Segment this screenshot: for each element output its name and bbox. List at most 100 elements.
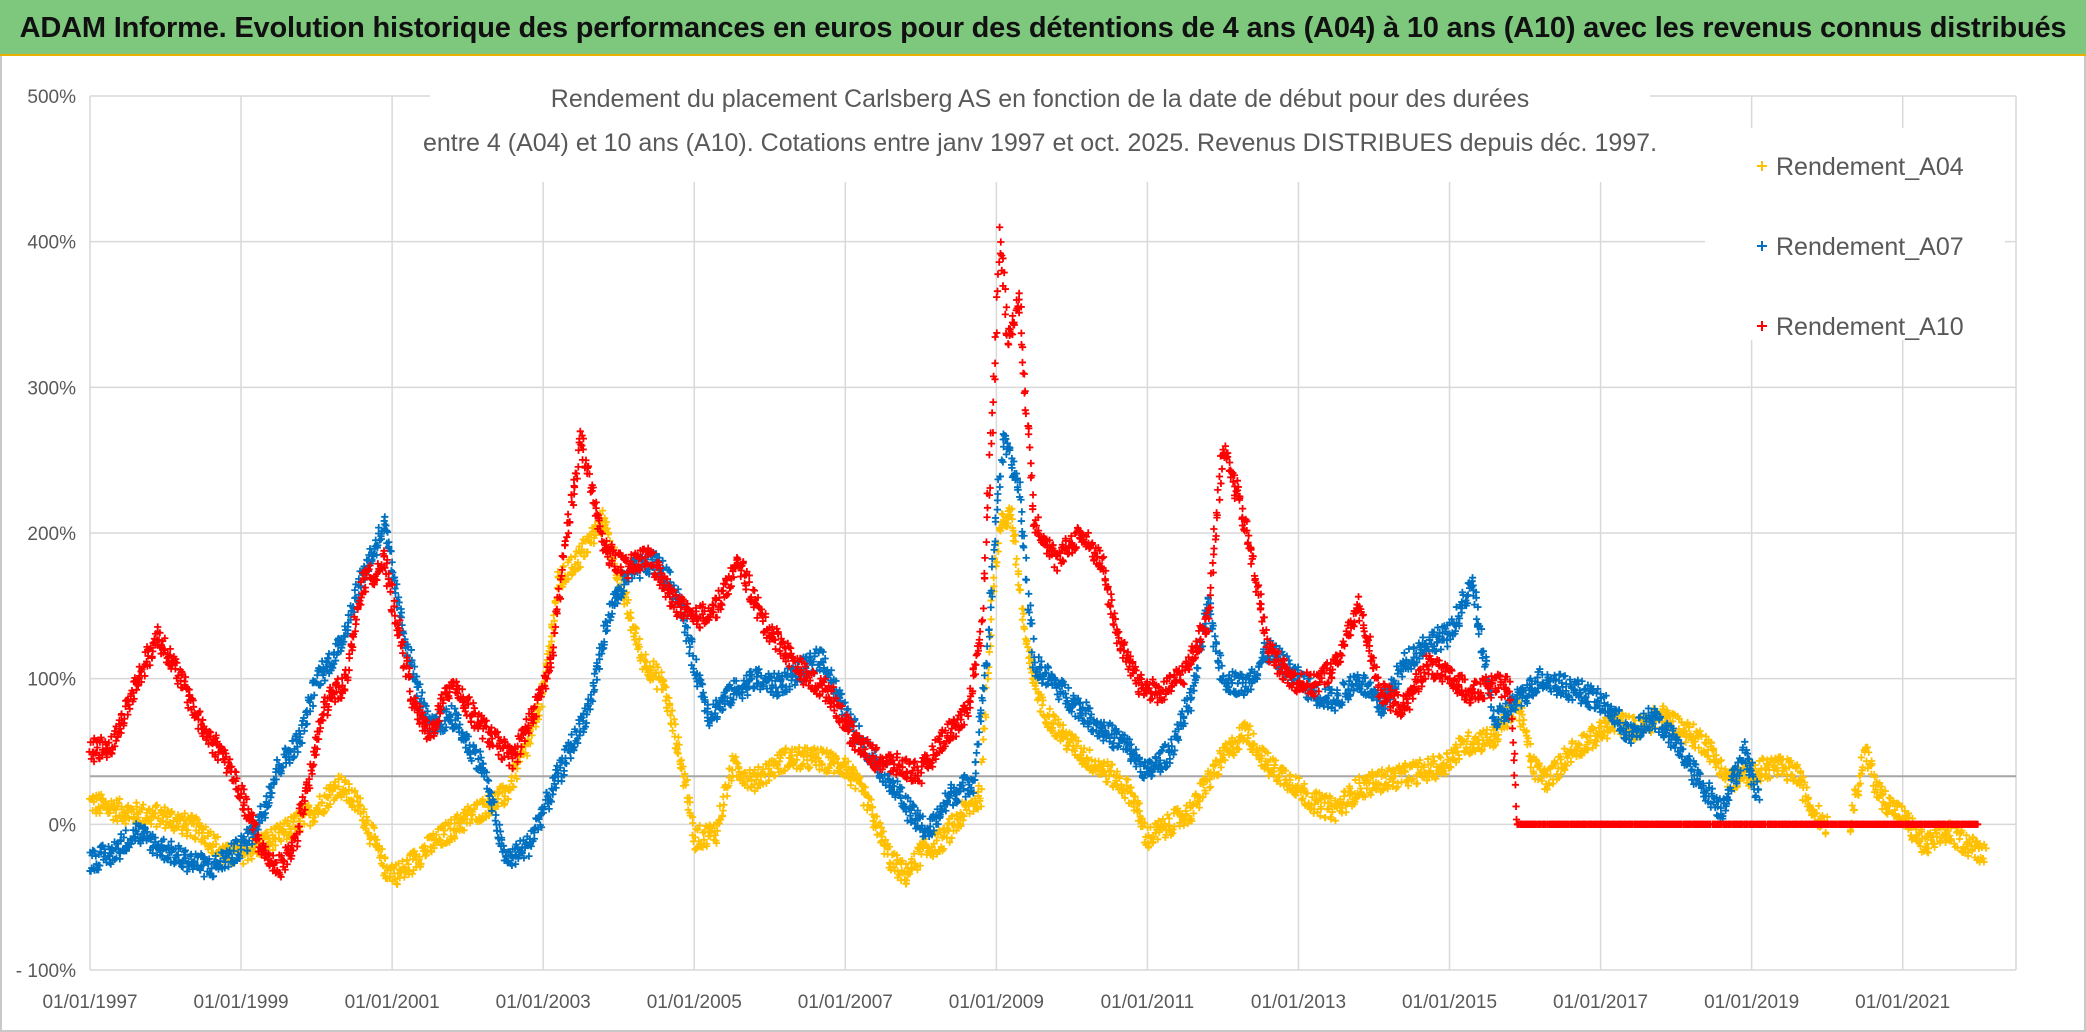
data-point <box>1022 554 1030 562</box>
data-point <box>996 483 1004 491</box>
data-point <box>403 856 411 864</box>
data-point <box>432 831 440 839</box>
data-point <box>316 792 324 801</box>
data-point <box>202 823 210 831</box>
data-point <box>364 816 372 825</box>
data-point <box>994 490 1002 498</box>
data-point <box>994 496 1002 504</box>
data-point <box>461 815 469 823</box>
data-point <box>980 725 989 733</box>
data-point <box>96 809 104 817</box>
data-point <box>112 812 120 821</box>
data-point <box>1849 806 1858 814</box>
x-tick-label: 01/01/2021 <box>1855 992 1950 1013</box>
data-point <box>134 814 142 822</box>
data-point <box>167 809 175 817</box>
data-point <box>1815 802 1823 810</box>
data-point <box>504 795 512 803</box>
data-point <box>305 801 313 810</box>
series-Rendement_A07 <box>86 430 1764 881</box>
data-point <box>122 826 130 834</box>
data-point <box>365 829 373 837</box>
data-point <box>337 793 346 801</box>
x-tick-label: 01/01/1997 <box>42 992 137 1013</box>
data-point <box>186 831 195 840</box>
header-banner: ADAM Informe. Evolution historique des p… <box>0 0 2086 56</box>
data-point <box>1464 728 1473 737</box>
data-point <box>159 811 167 820</box>
data-point <box>1017 517 1025 525</box>
data-point <box>370 824 378 832</box>
data-point <box>161 803 169 811</box>
data-point <box>985 633 994 641</box>
data-point <box>356 802 364 810</box>
data-point <box>979 735 987 744</box>
data-point <box>972 749 981 757</box>
data-point <box>373 836 381 844</box>
data-point <box>181 809 189 817</box>
data-point <box>345 780 353 788</box>
data-point <box>1012 560 1020 569</box>
data-point <box>191 833 199 842</box>
data-points <box>85 223 1990 888</box>
data-point <box>331 778 339 786</box>
data-point <box>571 552 579 560</box>
data-point <box>444 820 453 828</box>
data-point <box>138 806 146 814</box>
data-point <box>560 562 568 570</box>
data-point <box>400 873 408 881</box>
axes: 500%400%300%200%100%0%- 100%01/01/1997 01… <box>16 87 1950 1013</box>
data-point <box>494 802 502 810</box>
data-point <box>1435 752 1443 760</box>
data-point <box>564 575 572 583</box>
data-point <box>977 717 985 725</box>
data-point <box>1018 616 1027 624</box>
data-point <box>277 837 285 845</box>
data-point <box>239 860 247 868</box>
data-point <box>334 783 343 791</box>
data-point <box>139 800 147 809</box>
data-point <box>1013 555 1021 563</box>
data-point <box>1046 705 1054 713</box>
data-point <box>1022 576 1031 584</box>
data-point <box>394 859 403 868</box>
data-point <box>386 873 394 881</box>
data-point <box>1549 780 1557 788</box>
data-point <box>341 776 349 784</box>
data-point <box>971 758 979 766</box>
data-point <box>975 728 983 736</box>
x-tick-label: 01/01/1999 <box>194 992 289 1013</box>
data-point <box>441 826 449 835</box>
data-point <box>133 803 141 811</box>
x-tick-label: 01/01/2017 <box>1553 992 1648 1013</box>
data-point <box>987 596 995 605</box>
data-point <box>381 513 389 521</box>
data-point <box>151 809 159 817</box>
data-point <box>184 826 192 834</box>
data-point <box>430 844 438 852</box>
y-tick-label: 300% <box>27 378 76 399</box>
data-point <box>987 615 995 623</box>
data-point <box>356 794 364 802</box>
data-point <box>460 826 468 834</box>
data-point <box>379 862 387 870</box>
data-point <box>214 833 222 841</box>
data-point <box>1030 635 1038 643</box>
data-point <box>847 781 855 789</box>
x-tick-label: 01/01/2011 <box>1101 992 1195 1013</box>
data-point <box>378 845 386 853</box>
x-tick-label: 01/01/2001 <box>345 992 440 1013</box>
data-point <box>153 801 161 809</box>
data-point <box>393 880 401 888</box>
data-point <box>548 620 556 629</box>
data-point <box>513 775 521 783</box>
data-point <box>1821 830 1830 838</box>
data-point <box>311 818 319 826</box>
data-point <box>381 520 389 528</box>
data-point <box>720 801 728 809</box>
data-point <box>359 808 368 816</box>
data-point <box>416 853 424 861</box>
data-point <box>248 855 256 863</box>
data-point <box>337 773 345 781</box>
data-point <box>1783 776 1791 784</box>
